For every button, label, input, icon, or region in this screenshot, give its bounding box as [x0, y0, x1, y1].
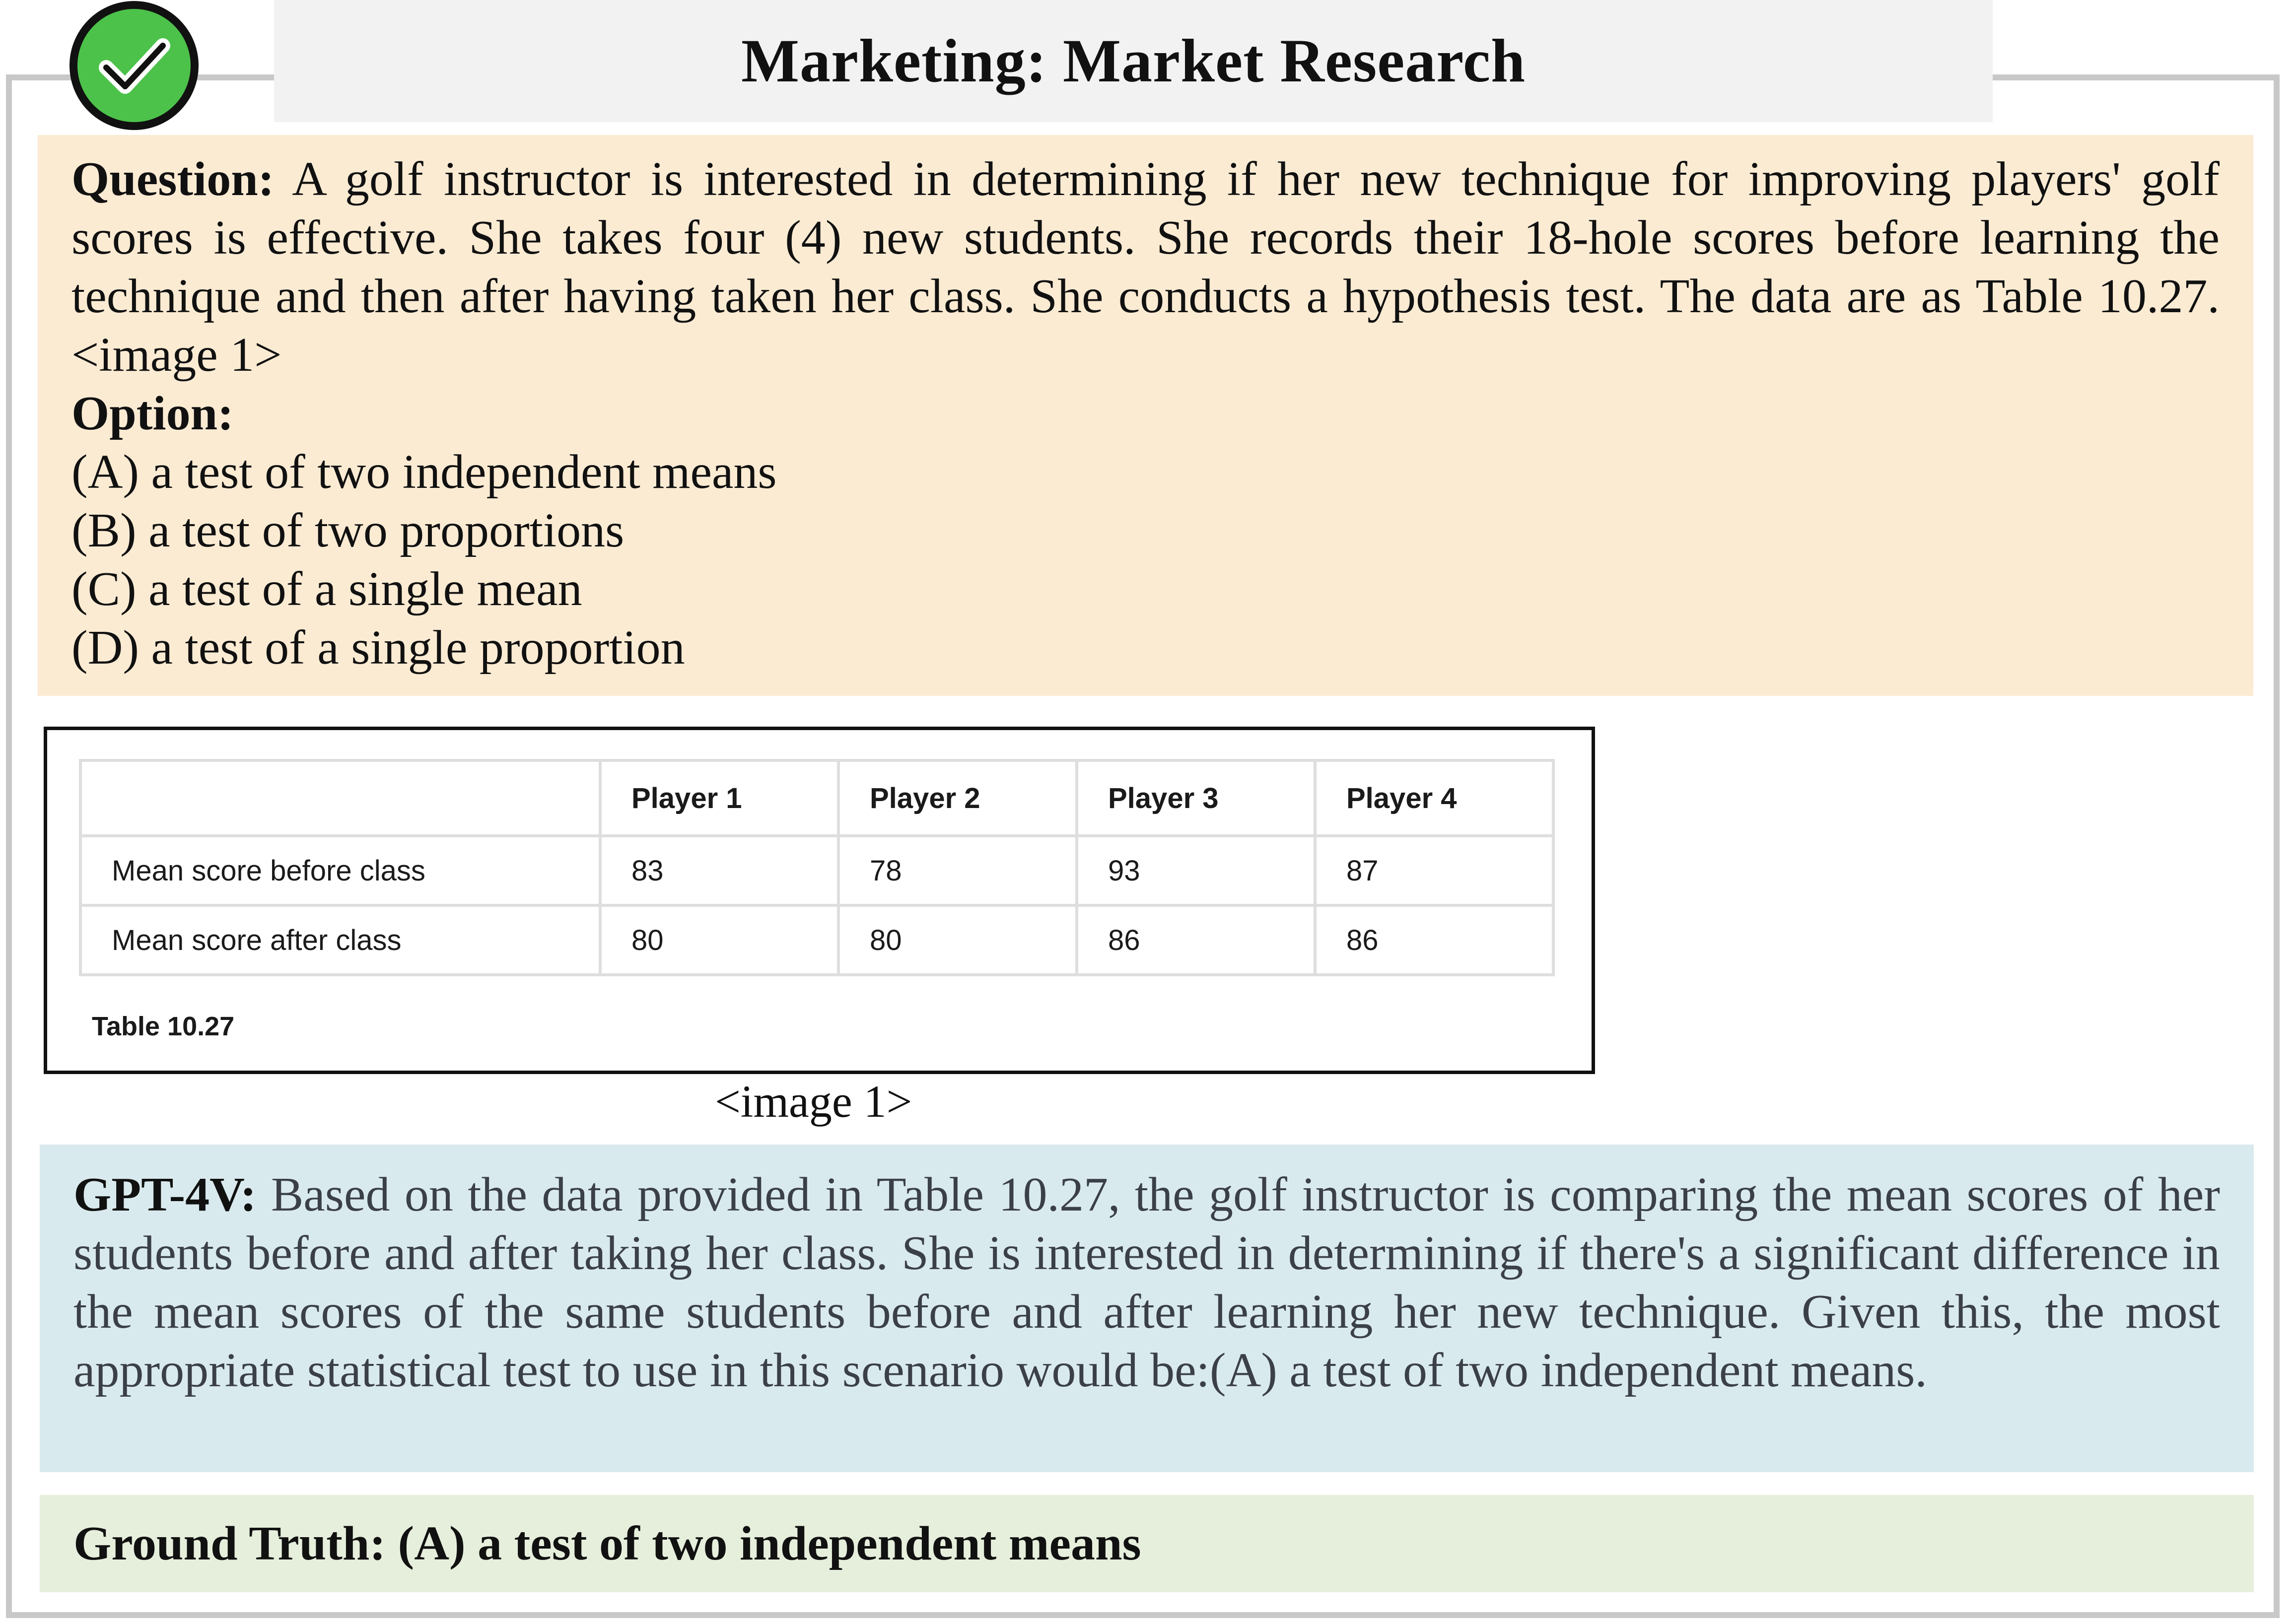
question-label: Question:: [71, 152, 275, 206]
ground-truth-text: Ground Truth: (A) a test of two independ…: [73, 1517, 1141, 1570]
table-row: Mean score before class 83 78 93 87: [79, 834, 1555, 907]
question-box: Question: A golf instructor is intereste…: [38, 135, 2253, 696]
image-caption: <image 1>: [715, 1076, 912, 1127]
table-header-cell: Player 4: [1314, 759, 1555, 837]
table-cell: 93: [1075, 834, 1317, 907]
table-cell: Mean score after class: [79, 904, 602, 976]
gpt4v-label: GPT-4V:: [73, 1168, 257, 1221]
page-title: Marketing: Market Research: [741, 27, 1526, 95]
option-c: (C) a test of a single mean: [71, 562, 582, 616]
table-header-cell: Player 1: [599, 759, 840, 837]
question-text: A golf instructor is interested in deter…: [71, 152, 2220, 382]
check-circle-icon: [70, 1, 199, 130]
gpt4v-paragraph: GPT-4V: Based on the data provided in Ta…: [73, 1165, 2220, 1400]
table-header-cell: Player 3: [1075, 759, 1317, 837]
table-header-cell: Player 2: [837, 759, 1078, 837]
checkmark-icon: [99, 38, 170, 94]
option-a: (A) a test of two independent means: [71, 445, 777, 499]
ground-truth-box: Ground Truth: (A) a test of two independ…: [40, 1495, 2254, 1592]
question-paragraph: Question: A golf instructor is intereste…: [71, 150, 2220, 384]
table-cell: 86: [1075, 904, 1317, 976]
table-header-row: Player 1 Player 2 Player 3 Player 4: [79, 759, 1555, 837]
table-cell: 80: [837, 904, 1078, 976]
table-header-cell: [79, 759, 602, 837]
option-label: Option:: [71, 387, 234, 440]
table-row: Mean score after class 80 80 86 86: [79, 904, 1555, 976]
table-cell: 86: [1314, 904, 1555, 976]
option-list: (A) a test of two independent means (B) …: [71, 443, 2220, 677]
table-image: Player 1 Player 2 Player 3 Player 4 Mean…: [44, 727, 1595, 1074]
gpt4v-text: Based on the data provided in Table 10.2…: [73, 1168, 2220, 1397]
table-cell: Mean score before class: [79, 834, 602, 907]
table-cell: 78: [837, 834, 1078, 907]
gpt4v-answer-box: GPT-4V: Based on the data provided in Ta…: [40, 1145, 2254, 1472]
table-cell: 83: [599, 834, 840, 907]
table-cell: 80: [599, 904, 840, 976]
table-caption: Table 10.27: [92, 1012, 235, 1041]
title-bar: Marketing: Market Research: [274, 0, 1993, 122]
option-d: (D) a test of a single proportion: [71, 621, 685, 675]
score-table: Player 1 Player 2 Player 3 Player 4 Mean…: [79, 759, 1555, 976]
table-cell: 87: [1314, 834, 1555, 907]
option-b: (B) a test of two proportions: [71, 504, 625, 557]
